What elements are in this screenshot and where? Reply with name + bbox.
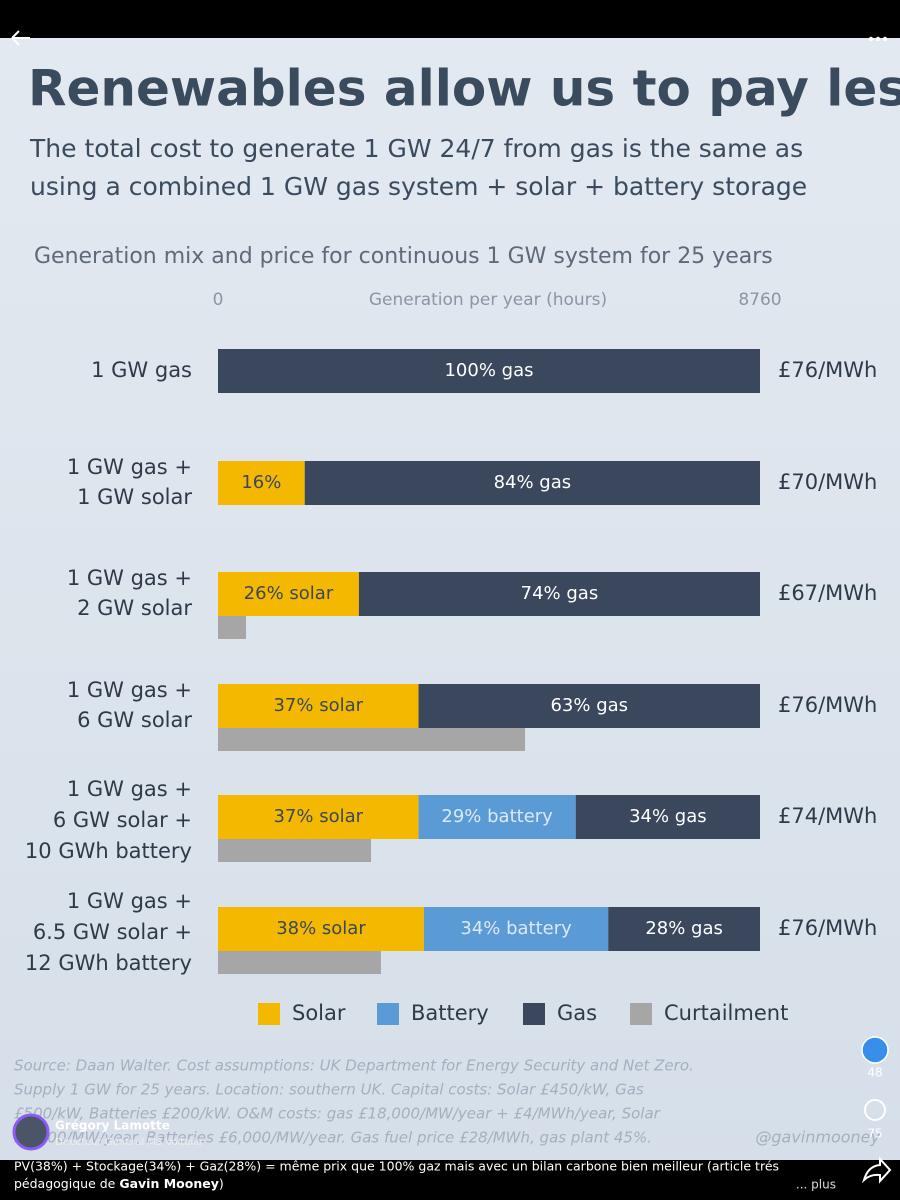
price-label: £67/MWh: [778, 581, 877, 605]
bar-segment: [608, 907, 760, 951]
x-tick-label: 0: [213, 290, 224, 310]
legend-swatch: [377, 1003, 399, 1025]
bar-label: 84% gas: [494, 472, 572, 493]
legend-swatch: [630, 1003, 652, 1025]
bar-label: 26% solar: [244, 583, 334, 604]
bar-label: 38% solar: [276, 918, 366, 939]
subtitle: using a combined 1 GW gas system + solar…: [30, 172, 807, 201]
category-label: 6 GW solar +: [53, 808, 192, 832]
author-avatar[interactable]: [12, 1113, 50, 1151]
bar-segment: [423, 907, 609, 951]
bar-label: 37% solar: [273, 695, 363, 716]
bar-label: 28% gas: [645, 918, 723, 939]
subtitle: The total cost to generate 1 GW 24/7 fro…: [29, 134, 803, 163]
bar-label: 100% gas: [444, 360, 533, 381]
curtailment-bar: [218, 839, 372, 862]
back-button[interactable]: [11, 30, 30, 46]
category-label: 1 GW solar: [77, 485, 192, 509]
caption: PV(38%) + Stockage(34%) + Gaz(28%) = mêm…: [14, 1159, 779, 1174]
bar-segment: [304, 461, 760, 505]
bar-segment: [358, 572, 760, 616]
legend-label: Curtailment: [664, 1001, 788, 1025]
price-label: £74/MWh: [778, 804, 877, 828]
source-note: Supply 1 GW for 25 years. Location: sout…: [14, 1081, 644, 1099]
curtailment-bar: [218, 728, 526, 751]
legend-label: Battery: [411, 1001, 489, 1025]
bar-segment: [418, 684, 760, 728]
curtailment-bar: [218, 951, 381, 974]
share-button[interactable]: [861, 1156, 892, 1184]
x-axis-label: Generation per year (hours): [369, 290, 607, 310]
category-label: 1 GW gas +: [67, 889, 192, 913]
category-label: 6 GW solar: [77, 708, 192, 732]
author-title: Directeur Général MS Voltalia: [55, 1136, 202, 1148]
caption: pédagogique de Gavin Mooney): [14, 1176, 224, 1191]
price-label: £70/MWh: [778, 470, 877, 494]
price-label: £76/MWh: [778, 916, 877, 940]
category-label: 1 GW gas +: [67, 566, 192, 590]
bar-segment: [575, 795, 760, 839]
like-count: 48: [867, 1066, 882, 1080]
source-note: £9,000/MW/year, Batteries £6,000/MW/year…: [14, 1129, 652, 1147]
bar-segment: [218, 795, 419, 839]
bar-segment: [218, 684, 419, 728]
legend-label: Gas: [557, 1001, 597, 1025]
chart-subtitle: Generation mix and price for continuous …: [34, 244, 773, 269]
like-button[interactable]: [861, 1036, 889, 1064]
bar-label: 74% gas: [521, 583, 599, 604]
menu-button[interactable]: [868, 36, 888, 42]
legend-swatch: [258, 1003, 280, 1025]
category-label: 1 GW gas +: [67, 777, 192, 801]
comment-button[interactable]: [864, 1099, 886, 1121]
category-label: 1 GW gas: [91, 358, 192, 382]
category-label: 12 GWh battery: [25, 951, 192, 975]
category-label: 10 GWh battery: [25, 839, 192, 863]
bar-label: 16%: [241, 472, 281, 493]
bar-label: 37% solar: [273, 806, 363, 827]
x-tick-label: 8760: [738, 290, 781, 310]
more-link[interactable]: ... plus: [796, 1178, 836, 1192]
category-label: 6.5 GW solar +: [33, 920, 192, 944]
bar-label: 34% battery: [460, 918, 572, 939]
bar-label: 34% gas: [629, 806, 707, 827]
price-label: £76/MWh: [778, 693, 877, 717]
source-note: £500/kW, Batteries £200/kW. O&M costs: g…: [14, 1105, 661, 1123]
bar-label: 63% gas: [550, 695, 628, 716]
author-name[interactable]: Grégory Lamotte: [55, 1119, 170, 1133]
chart-title: Renewables allow us to pay less: [28, 60, 900, 118]
legend-swatch: [523, 1003, 545, 1025]
comment-count: 75: [867, 1127, 882, 1141]
source-note: Source: Daan Walter. Cost assumptions: U…: [14, 1057, 694, 1075]
caption-part: pédagogique de: [14, 1176, 119, 1191]
credit: @gavinmooney: [755, 1128, 880, 1147]
bar-segment: [218, 349, 760, 393]
category-label: 2 GW solar: [77, 596, 192, 620]
price-label: £76/MWh: [778, 358, 877, 382]
bar-label: 29% battery: [441, 806, 553, 827]
category-label: 1 GW gas +: [67, 455, 192, 479]
legend-label: Solar: [292, 1001, 346, 1025]
bar-segment: [218, 461, 305, 505]
bar-segment: [218, 907, 424, 951]
curtailment-bar: [218, 616, 247, 639]
bar-segment: [218, 572, 359, 616]
caption-part: Gavin Mooney: [119, 1176, 219, 1191]
bar-segment: [418, 795, 576, 839]
caption-part: ): [219, 1176, 224, 1191]
category-label: 1 GW gas +: [67, 678, 192, 702]
